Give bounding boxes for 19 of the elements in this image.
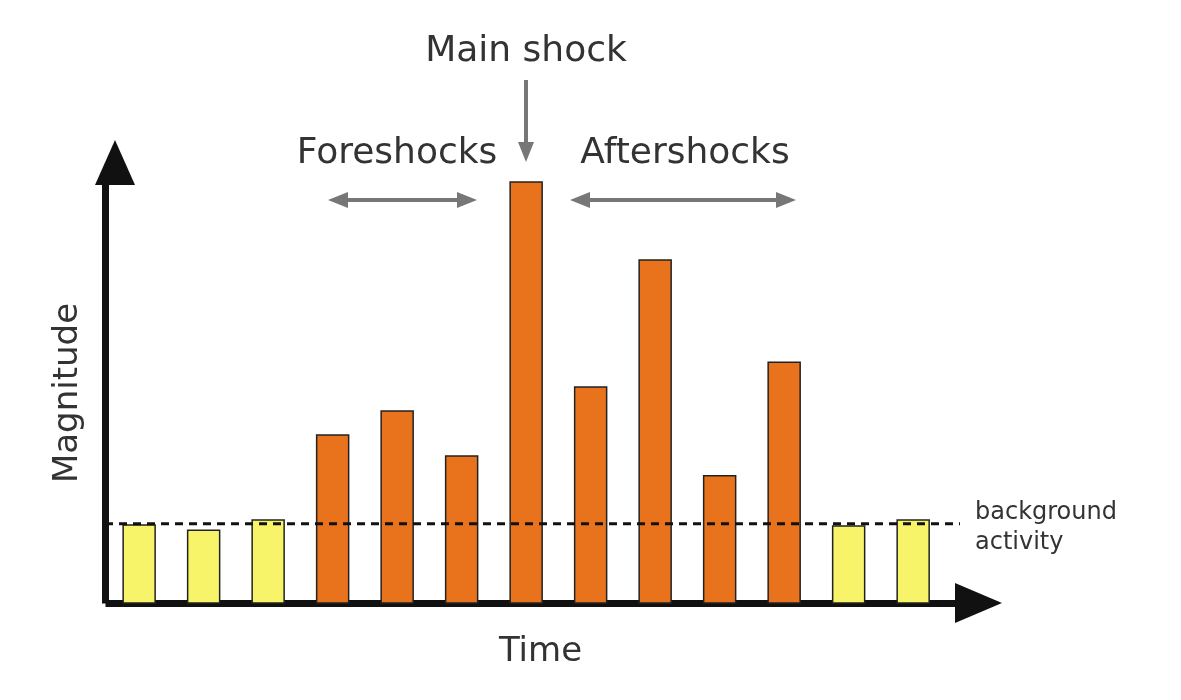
x-axis-title: Time xyxy=(497,628,583,669)
bar xyxy=(702,475,737,604)
text: Aftershocks xyxy=(580,130,790,171)
ref-line-label: background activity xyxy=(975,496,1117,555)
bar xyxy=(638,259,672,604)
bar xyxy=(767,361,801,604)
bar xyxy=(186,529,221,604)
bar xyxy=(444,455,479,604)
bar xyxy=(831,525,866,604)
y-axis-title: Magnitude xyxy=(44,302,85,484)
bar xyxy=(251,519,285,604)
bar xyxy=(896,519,930,604)
bar xyxy=(509,181,543,604)
bar xyxy=(315,434,350,604)
bar xyxy=(380,410,414,604)
text: Main shock xyxy=(425,28,627,69)
bar xyxy=(573,386,608,604)
bar xyxy=(122,524,156,604)
text: Foreshocks xyxy=(296,130,498,171)
